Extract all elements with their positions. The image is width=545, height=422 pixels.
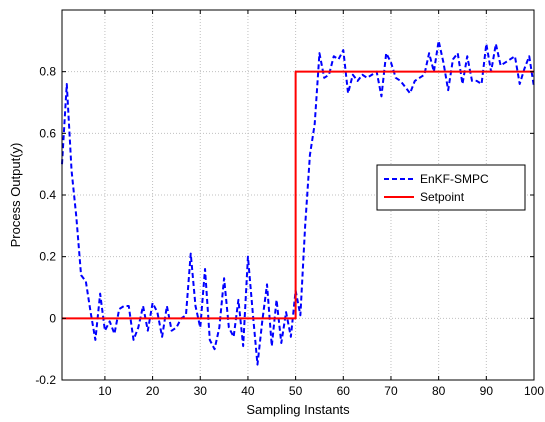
series-line-setpoint (62, 70, 534, 320)
x-tick-label: 40 (241, 384, 255, 398)
y-axis-label: Process Output(y) (8, 143, 23, 248)
legend-box (376, 164, 526, 211)
y-tick-label: 0.4 (39, 188, 56, 202)
x-tick-label: 80 (432, 384, 446, 398)
series-layer (61, 39, 535, 366)
legend-label-setpoint: Setpoint (420, 190, 465, 204)
x-tick-label: 70 (384, 384, 398, 398)
x-tick-label: 100 (524, 384, 544, 398)
x-tick-label: 50 (289, 384, 303, 398)
x-tick-label: 20 (146, 384, 160, 398)
x-tick-label: 30 (194, 384, 208, 398)
y-tick-label: 0.8 (39, 65, 56, 79)
y-tick-label: 0.2 (39, 250, 56, 264)
y-tick-label: 0.6 (39, 126, 56, 140)
x-tick-label: 10 (98, 384, 112, 398)
ticks: 10 20 30 40 50 60 70 80 90 100 -0.2 0 0.2 0.4 0.6 0.8 (35, 10, 544, 398)
series-line-enkf-smpc (61, 39, 535, 366)
x-tick-label: 90 (480, 384, 494, 398)
legend-label-enkf-smpc: EnKF-SMPC (420, 172, 489, 186)
x-tick-label: 60 (337, 384, 351, 398)
y-tick-label: 0 (49, 311, 56, 325)
legend: EnKF-SMPC Setpoint (376, 164, 526, 211)
x-axis-label: Sampling Instants (246, 402, 350, 417)
y-tick-label: -0.2 (35, 373, 56, 387)
